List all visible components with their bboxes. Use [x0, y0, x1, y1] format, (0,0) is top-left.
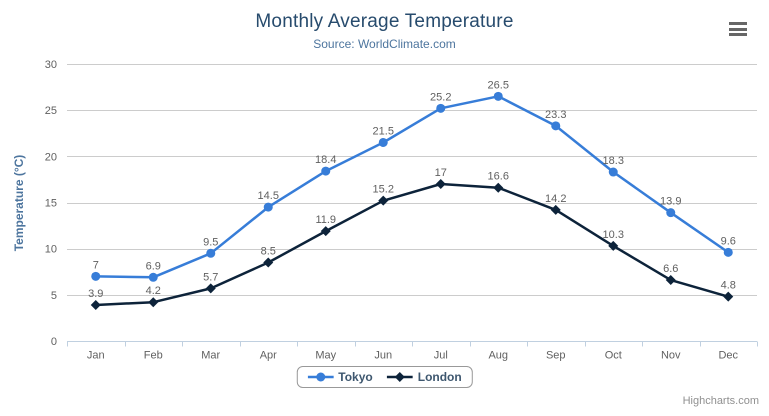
data-label: 14.2	[545, 193, 566, 205]
data-point-london[interactable]	[378, 195, 389, 206]
data-label: 25.2	[430, 91, 451, 103]
data-point-london[interactable]	[723, 291, 734, 302]
hamburger-bar	[729, 22, 747, 25]
data-label: 7	[93, 259, 99, 271]
y-axis-label: 25	[45, 105, 57, 117]
x-axis-label: Sep	[546, 350, 566, 362]
series-line-tokyo[interactable]	[94, 95, 730, 279]
data-label: 3.9	[88, 288, 103, 300]
data-point-tokyo[interactable]	[608, 167, 618, 177]
chart-title: Monthly Average Temperature	[255, 11, 514, 32]
data-point-tokyo[interactable]	[493, 91, 503, 101]
y-axis-label: 0	[51, 336, 57, 348]
data-label: 18.4	[315, 154, 336, 166]
data-point-tokyo[interactable]	[723, 247, 733, 257]
data-label: 21.5	[373, 125, 394, 137]
data-label: 6.9	[146, 260, 161, 272]
data-point-london[interactable]	[493, 182, 504, 193]
x-axis-label: Apr	[260, 350, 277, 362]
hamburger-bar	[729, 27, 747, 31]
x-axis-label: Jan	[87, 350, 105, 362]
x-axis-label: Dec	[718, 350, 738, 362]
legend-label: London	[417, 370, 462, 384]
x-axis-label: Aug	[488, 350, 508, 362]
data-point-london[interactable]	[608, 240, 619, 251]
series-line-london[interactable]	[94, 182, 730, 307]
legend: Tokyo London	[296, 366, 473, 388]
data-point-london[interactable]	[665, 275, 676, 286]
data-label: 9.6	[721, 235, 736, 247]
x-axis-label: Jul	[434, 350, 448, 362]
data-point-london[interactable]	[90, 299, 101, 310]
data-point-tokyo[interactable]	[551, 121, 561, 131]
y-axis-label: 10	[45, 244, 57, 256]
diamond-marker-icon	[386, 372, 413, 382]
data-point-tokyo[interactable]	[436, 103, 446, 113]
data-label: 16.6	[488, 171, 509, 183]
y-axis-label: 15	[45, 198, 57, 210]
y-axis-label: 30	[45, 59, 57, 71]
x-axis-label: Mar	[201, 350, 220, 362]
data-point-london[interactable]	[320, 226, 331, 237]
data-label: 17	[435, 167, 447, 179]
data-point-london[interactable]	[148, 297, 159, 308]
data-point-london[interactable]	[435, 179, 446, 190]
x-axis-label: Oct	[605, 350, 622, 362]
data-label: 13.9	[660, 196, 681, 208]
legend-label: Tokyo	[338, 370, 373, 384]
hamburger-menu-icon[interactable]	[729, 21, 749, 37]
legend-item-tokyo[interactable]: Tokyo	[307, 370, 373, 384]
data-label: 26.5	[488, 79, 509, 91]
data-point-tokyo[interactable]	[91, 271, 101, 281]
highcharts-credits-link[interactable]: Highcharts.com	[682, 395, 759, 407]
data-label: 15.2	[373, 184, 394, 196]
data-point-tokyo[interactable]	[321, 166, 331, 176]
data-label: 4.8	[721, 280, 736, 292]
data-label: 18.3	[603, 155, 624, 167]
data-label: 23.3	[545, 109, 566, 121]
data-label: 9.5	[203, 236, 218, 248]
x-axis-label: Feb	[144, 350, 163, 362]
chart-subtitle: Source: WorldClimate.com	[313, 37, 456, 51]
data-point-tokyo[interactable]	[263, 202, 273, 212]
y-axis-label: 20	[45, 151, 57, 163]
data-label: 14.5	[258, 190, 279, 202]
y-axis-label: 5	[51, 290, 57, 302]
data-label: 4.2	[146, 285, 161, 297]
data-point-london[interactable]	[263, 257, 274, 268]
data-point-tokyo[interactable]	[666, 208, 676, 218]
data-label: 11.9	[315, 214, 336, 226]
data-label: 8.5	[261, 246, 276, 258]
x-axis-label: Nov	[661, 350, 681, 362]
data-point-london[interactable]	[550, 204, 561, 215]
data-point-tokyo[interactable]	[148, 272, 158, 282]
x-axis-label: Jun	[374, 350, 392, 362]
data-label: 5.7	[203, 271, 218, 283]
data-point-london[interactable]	[205, 283, 216, 294]
data-point-tokyo[interactable]	[206, 248, 216, 258]
hamburger-bar	[729, 33, 747, 36]
circle-marker-icon	[307, 372, 334, 382]
data-label: 6.6	[663, 263, 678, 275]
x-axis-label: May	[315, 350, 336, 362]
data-point-tokyo[interactable]	[378, 137, 388, 147]
data-label: 10.3	[603, 229, 624, 241]
legend-item-london[interactable]: London	[386, 370, 462, 384]
